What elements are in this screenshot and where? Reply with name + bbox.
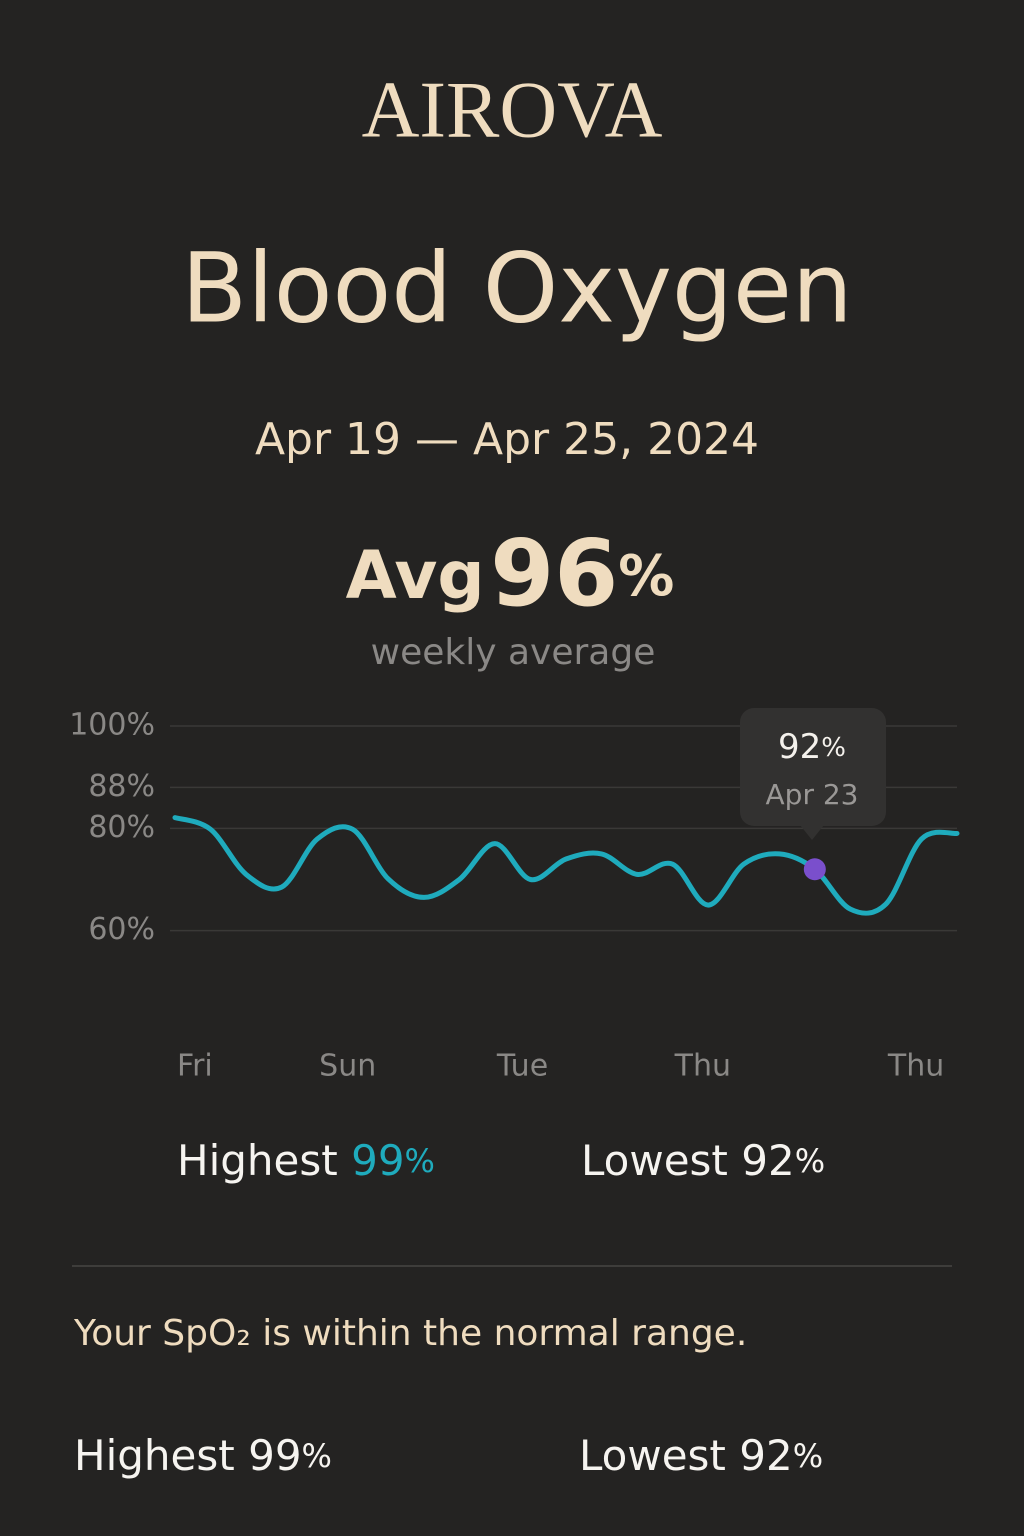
stat-value: 92: [741, 1136, 794, 1185]
y-tick-label: 100%: [69, 708, 155, 743]
summary-value: 99: [248, 1431, 301, 1480]
tooltip-date: Apr 23: [766, 778, 859, 811]
average-label: Avg: [346, 537, 485, 614]
y-tick-label: 88%: [88, 769, 155, 804]
tooltip-box: [740, 708, 886, 826]
stat-value: 99: [351, 1136, 404, 1185]
x-tick-label: Thu: [887, 1049, 944, 1084]
tooltip-number: 92: [778, 727, 821, 767]
summary-unit: %: [793, 1437, 823, 1475]
summary-unit: %: [302, 1437, 332, 1475]
chart: 100% 80% 60% 88% Fri Sun Tue Thu Thu: [69, 708, 960, 1084]
average-unit: %: [618, 544, 674, 609]
summary-lowest: Lowest 92%: [579, 1431, 823, 1480]
tooltip-value: 92%: [778, 727, 846, 767]
y-tick-label: 60%: [88, 912, 155, 947]
message: Your SpO₂ is within the normal range.: [73, 1313, 747, 1354]
stat-label: Highest: [177, 1136, 338, 1185]
summary-value: 92: [739, 1431, 792, 1480]
x-tick-label: Tue: [496, 1049, 548, 1084]
tooltip-unit: %: [821, 733, 846, 763]
stat-highest: Highest 99%: [177, 1136, 435, 1185]
title: Blood Oxygen: [181, 232, 852, 344]
summary-highest: Highest 99%: [74, 1431, 332, 1480]
x-tick-label: Thu: [674, 1049, 731, 1084]
stat-unit: %: [795, 1142, 825, 1180]
tooltip: 92% Apr 23: [740, 708, 886, 840]
average-caption: weekly average: [371, 632, 656, 673]
summary-label: Highest: [74, 1431, 235, 1480]
selected-point: [803, 858, 826, 881]
average: Avg 96%: [346, 520, 675, 627]
stat-lowest: Lowest 92%: [581, 1136, 825, 1185]
date-range: Apr 19 — Apr 25, 2024: [255, 414, 759, 465]
brand: AIROVA: [362, 66, 663, 154]
stat-unit: %: [405, 1142, 435, 1180]
summary-label: Lowest: [579, 1431, 726, 1480]
average-value: 96: [490, 520, 618, 627]
y-tick-label: 80%: [88, 810, 155, 845]
tooltip-pointer: [800, 825, 824, 840]
x-tick-label: Fri: [177, 1049, 213, 1084]
spo2-line: [172, 815, 960, 916]
stat-label: Lowest: [581, 1136, 728, 1185]
x-tick-label: Sun: [319, 1049, 376, 1084]
